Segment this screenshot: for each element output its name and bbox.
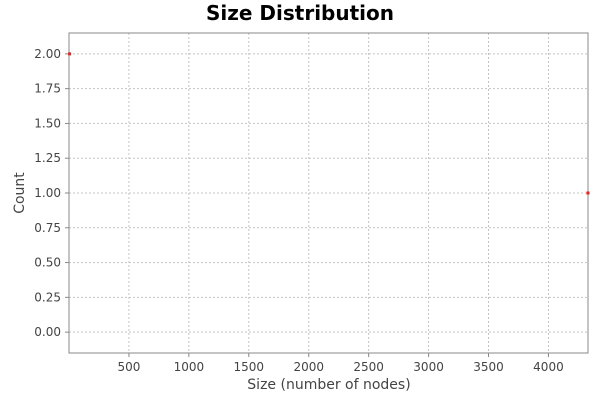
y-tick-label: 0.75: [34, 221, 61, 235]
x-tick-label: 3000: [413, 360, 444, 374]
y-tick-label: 0.00: [34, 325, 61, 339]
grid: [69, 33, 588, 353]
y-tick-label: 1.75: [34, 82, 61, 96]
x-tick-label: 3500: [473, 360, 504, 374]
y-tick-label: 1.25: [34, 151, 61, 165]
data-points: [68, 52, 590, 195]
x-tick-label: 1500: [234, 360, 265, 374]
y-tick-label: 1.00: [34, 186, 61, 200]
data-point: [68, 52, 72, 56]
x-axis-ticks: 500 1000 1500 2000 2500 3000 3500 4000: [117, 353, 564, 374]
y-axis-label: Count: [12, 172, 28, 214]
y-tick-label: 1.50: [34, 116, 61, 130]
y-axis-ticks: 0.00 0.25 0.50 0.75 1.00 1.25 1.50 1.75 2.00: [34, 47, 69, 339]
x-tick-label: 1000: [174, 360, 205, 374]
x-tick-label: 2000: [293, 360, 324, 374]
y-tick-label: 2.00: [34, 47, 61, 61]
x-tick-label: 500: [117, 360, 140, 374]
x-axis-label: Size (number of nodes): [247, 377, 410, 393]
x-tick-label: 2500: [353, 360, 384, 374]
chart-title: Size Distribution: [206, 1, 394, 25]
data-point: [586, 191, 590, 195]
x-tick-label: 4000: [533, 360, 564, 374]
y-tick-label: 0.25: [34, 290, 61, 304]
y-tick-label: 0.50: [34, 256, 61, 270]
